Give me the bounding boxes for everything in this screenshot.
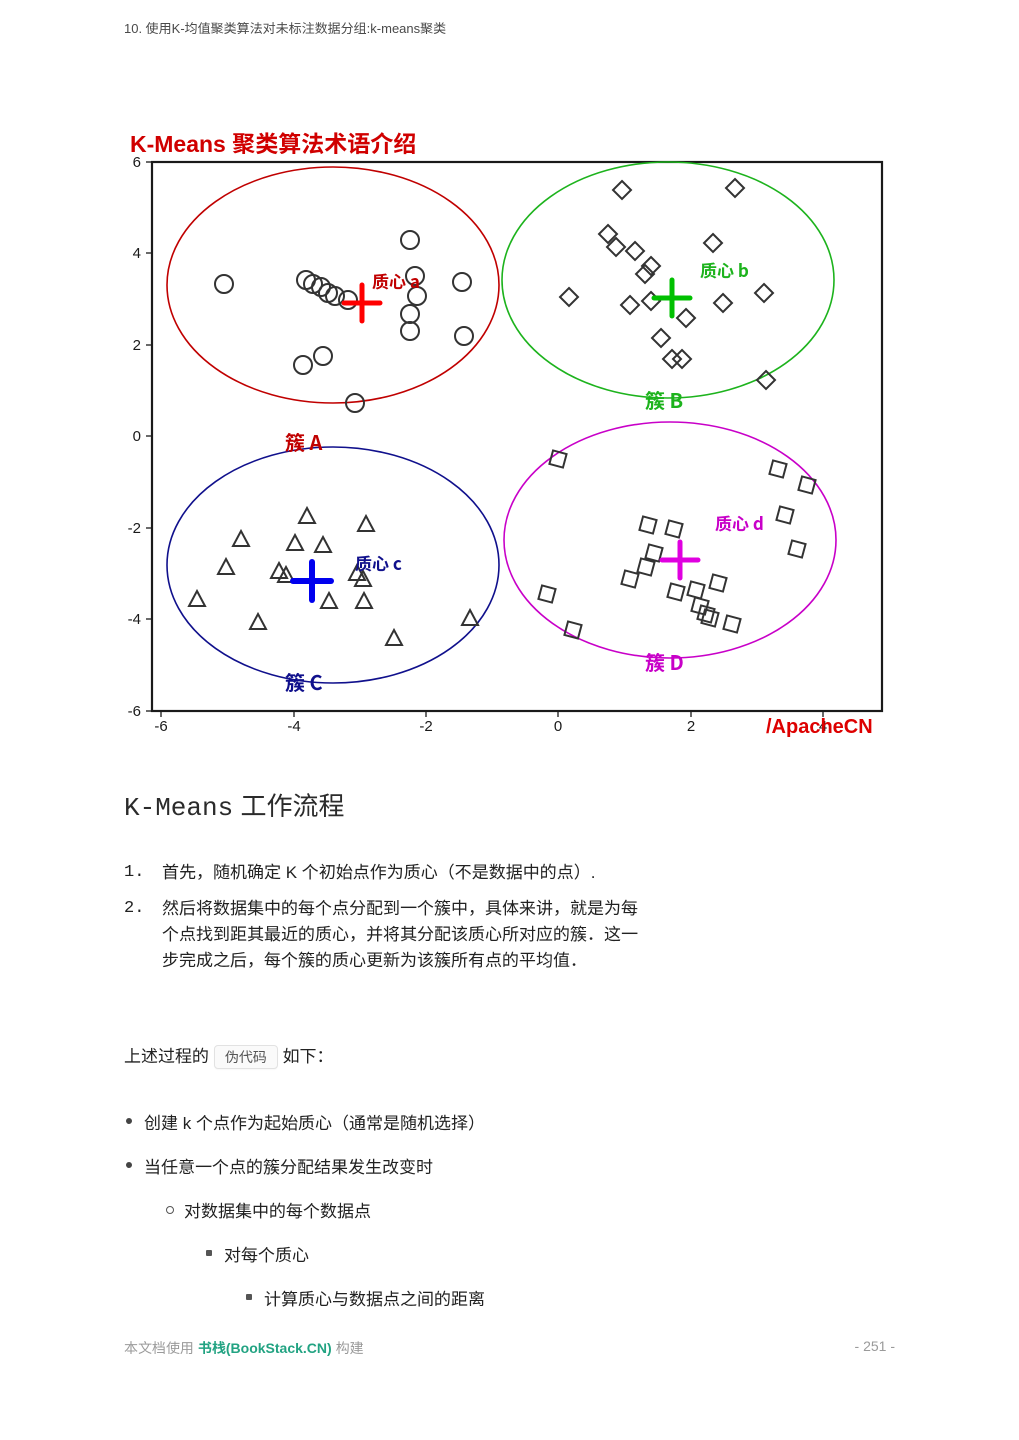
svg-text:簇 D: 簇 D (645, 647, 684, 676)
svg-text:-4: -4 (128, 611, 141, 628)
svg-text:簇 C: 簇 C (285, 667, 323, 696)
svg-text:K-Means 聚类算法术语介绍: K-Means 聚类算法术语介绍 (130, 125, 416, 159)
svg-text:-6: -6 (128, 703, 141, 720)
svg-text:4: 4 (133, 245, 141, 262)
svg-text:0: 0 (554, 718, 562, 735)
svg-text:-4: -4 (287, 718, 300, 735)
svg-text:-2: -2 (419, 718, 432, 735)
svg-text:簇 A: 簇 A (285, 427, 323, 456)
svg-text:质心 b: 质心 b (700, 257, 749, 282)
svg-text:质心 c: 质心 c (355, 550, 402, 575)
svg-text:0: 0 (133, 428, 141, 445)
svg-text:质心 d: 质心 d (715, 510, 764, 535)
svg-text:2: 2 (133, 337, 141, 354)
svg-text:-2: -2 (128, 520, 141, 537)
svg-text:-6: -6 (154, 718, 167, 735)
svg-text:/ApacheCN: /ApacheCN (766, 716, 873, 738)
svg-text:2: 2 (687, 718, 695, 735)
svg-text:质心 a: 质心 a (372, 268, 420, 293)
svg-text:簇 B: 簇 B (645, 385, 683, 414)
